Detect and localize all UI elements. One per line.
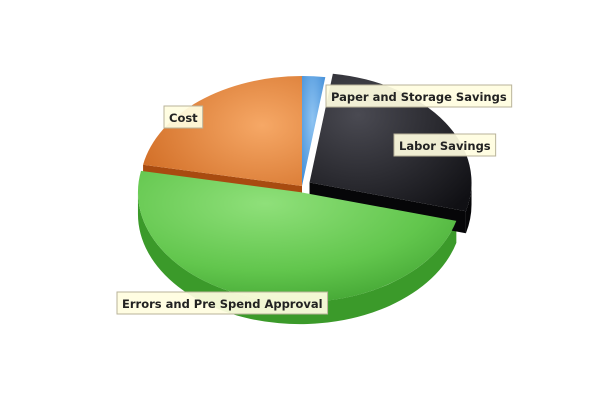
label-labor-savings: Labor Savings xyxy=(393,133,497,157)
slice-errors-and-pre-spend-approval[interactable] xyxy=(137,170,457,303)
slice-side-labor-savings xyxy=(465,182,472,234)
label-box xyxy=(116,291,329,315)
slice-paper-and-storage-savings[interactable] xyxy=(302,76,326,186)
label-text: Cost xyxy=(169,111,198,125)
label-text: Paper and Storage Savings xyxy=(331,90,507,104)
label-cost: Cost xyxy=(163,105,204,129)
slice-labor-savings[interactable] xyxy=(309,73,472,212)
label-errors-and-pre-spend-approval: Errors and Pre Spend Approval xyxy=(116,291,329,315)
label-box xyxy=(163,105,204,129)
label-text: Labor Savings xyxy=(399,139,491,153)
label-paper-and-storage-savings: Paper and Storage Savings xyxy=(325,84,513,108)
slice-side-errors-and-pre-spend-approval xyxy=(137,192,457,325)
pie-labels: Paper and Storage Savings Labor Savings Er… xyxy=(116,84,513,315)
pie-tops xyxy=(137,73,472,303)
label-box xyxy=(393,133,497,157)
label-box xyxy=(325,84,513,108)
label-text: Errors and Pre Spend Approval xyxy=(122,297,323,311)
slice-cost[interactable] xyxy=(143,76,302,186)
